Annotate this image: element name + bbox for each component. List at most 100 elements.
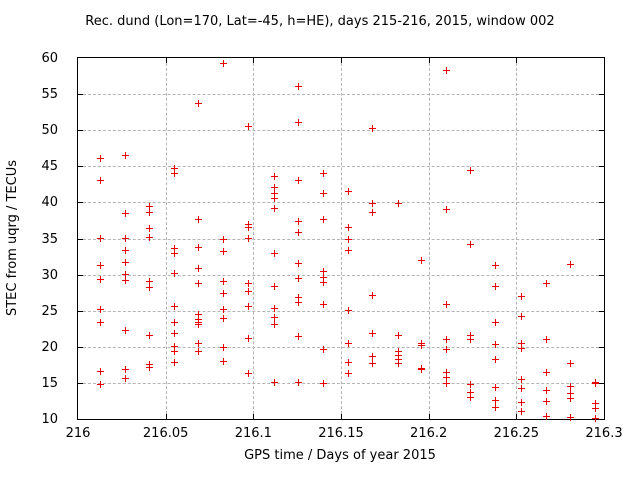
data-point-marker bbox=[467, 332, 475, 340]
tick-mark bbox=[253, 414, 255, 419]
data-point-marker bbox=[195, 243, 203, 251]
data-point-marker bbox=[220, 289, 228, 297]
data-point-marker bbox=[146, 284, 154, 292]
data-point-marker bbox=[121, 375, 129, 383]
data-point-marker bbox=[244, 123, 252, 131]
data-point-marker bbox=[344, 307, 352, 315]
data-point-marker bbox=[244, 287, 252, 295]
x-tick-label: 216.05 bbox=[142, 426, 189, 441]
y-tick-label: 60 bbox=[41, 51, 58, 66]
data-point-marker bbox=[567, 390, 575, 398]
data-point-marker bbox=[591, 405, 599, 413]
data-point-marker bbox=[344, 370, 352, 377]
data-point-marker bbox=[270, 172, 278, 180]
tick-mark bbox=[78, 238, 83, 240]
gridline bbox=[78, 130, 604, 132]
data-point-marker bbox=[467, 167, 475, 175]
data-point-marker bbox=[295, 177, 303, 185]
data-point-marker bbox=[491, 261, 499, 269]
data-point-marker bbox=[442, 369, 450, 377]
data-point-marker bbox=[295, 119, 303, 127]
data-point-marker bbox=[319, 273, 327, 281]
data-point-marker bbox=[319, 268, 327, 276]
data-point-marker bbox=[195, 315, 203, 323]
gridline bbox=[78, 94, 604, 96]
data-point-marker bbox=[220, 235, 228, 243]
data-point-marker bbox=[270, 320, 278, 328]
data-point-marker bbox=[121, 247, 129, 255]
data-point-marker bbox=[395, 199, 403, 207]
data-point-marker bbox=[518, 385, 526, 393]
data-point-marker bbox=[442, 301, 450, 309]
data-point-marker bbox=[244, 334, 252, 342]
y-tick-label: 40 bbox=[41, 195, 58, 211]
data-point-marker bbox=[195, 264, 203, 272]
data-point-marker bbox=[244, 280, 252, 288]
data-point-marker bbox=[270, 195, 278, 203]
data-point-marker bbox=[369, 124, 377, 132]
data-point-marker bbox=[146, 278, 154, 286]
data-point-marker bbox=[244, 370, 252, 377]
data-point-marker bbox=[491, 403, 499, 411]
data-point-marker bbox=[97, 235, 105, 242]
data-point-marker bbox=[121, 210, 129, 218]
data-point-marker bbox=[170, 330, 178, 338]
gridline bbox=[78, 202, 604, 204]
data-point-marker bbox=[591, 414, 599, 422]
data-point-marker bbox=[97, 276, 105, 284]
data-point-marker bbox=[270, 250, 278, 258]
plot-area: 216 216.05 216.1 216.15 216.2 216.25 216.3 10 15… bbox=[41, 51, 622, 441]
data-point-marker bbox=[170, 170, 178, 178]
data-point-marker bbox=[542, 387, 550, 395]
data-point-marker bbox=[542, 412, 550, 420]
data-point-marker bbox=[344, 236, 352, 244]
data-point-marker bbox=[567, 395, 575, 403]
data-point-marker bbox=[467, 393, 475, 401]
data-point-marker bbox=[295, 217, 303, 225]
data-point-marker bbox=[220, 247, 228, 255]
data-point-marker bbox=[442, 206, 450, 214]
tick-mark bbox=[599, 130, 604, 132]
data-point-marker bbox=[467, 240, 475, 248]
tick-mark bbox=[78, 202, 83, 204]
gridline bbox=[78, 238, 604, 240]
data-point-marker bbox=[170, 347, 178, 355]
x-tick-label: 216.15 bbox=[318, 426, 364, 441]
data-point-marker bbox=[121, 151, 129, 159]
data-point-marker bbox=[591, 380, 599, 388]
data-point-marker bbox=[195, 320, 203, 328]
data-point-marker bbox=[418, 257, 426, 265]
data-point-marker bbox=[442, 346, 450, 354]
data-point-marker bbox=[146, 332, 154, 340]
data-point-marker bbox=[121, 271, 129, 279]
tick-mark bbox=[516, 58, 518, 63]
data-point-marker bbox=[518, 344, 526, 352]
data-point-marker bbox=[170, 302, 178, 310]
data-point-marker bbox=[170, 164, 178, 172]
gridline bbox=[78, 382, 604, 384]
data-point-marker bbox=[567, 383, 575, 390]
data-point-marker bbox=[591, 399, 599, 407]
data-point-marker bbox=[491, 283, 499, 291]
data-point-marker bbox=[270, 314, 278, 322]
data-point-marker bbox=[491, 396, 499, 404]
data-point-marker bbox=[170, 250, 178, 258]
data-point-marker bbox=[518, 339, 526, 347]
x-tick-label: 216 bbox=[65, 426, 91, 441]
tick-mark bbox=[78, 94, 83, 96]
tick-mark bbox=[599, 346, 604, 348]
data-point-marker bbox=[319, 170, 327, 178]
y-tick-label: 55 bbox=[41, 87, 58, 103]
data-point-marker bbox=[121, 366, 129, 374]
y-tick-label: 15 bbox=[41, 375, 58, 391]
tick-mark bbox=[599, 238, 604, 240]
tick-mark bbox=[599, 202, 604, 204]
data-point-marker bbox=[542, 336, 550, 344]
data-point-marker bbox=[319, 301, 327, 309]
data-point-marker bbox=[295, 274, 303, 282]
data-point-marker bbox=[220, 306, 228, 314]
y-tick-label: 45 bbox=[41, 159, 58, 175]
data-point-marker bbox=[518, 312, 526, 320]
data-point-marker bbox=[319, 380, 327, 388]
